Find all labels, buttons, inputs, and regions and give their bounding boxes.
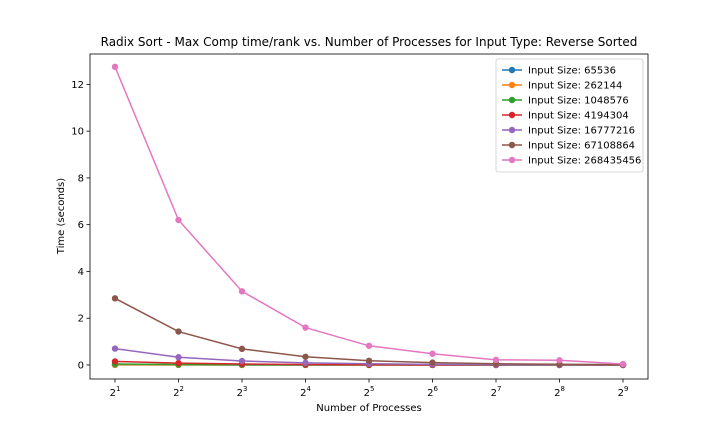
data-point: [619, 360, 627, 368]
data-point: [365, 342, 373, 349]
legend-box: [495, 58, 644, 173]
data-point: [175, 216, 182, 224]
legend-item: Input Size: 67108864: [502, 141, 635, 152]
data-point: [111, 358, 119, 365]
data-point: [175, 359, 182, 367]
x-tick-base: 2: [173, 388, 179, 399]
x-tick-label: 22: [173, 385, 184, 399]
legend-label: Input Size: 65536: [528, 66, 616, 77]
legend-marker: [508, 96, 516, 104]
data-point: [302, 353, 309, 360]
data-point: [238, 357, 246, 365]
x-tick-label: 25: [364, 385, 375, 399]
x-tick-base: 2: [554, 388, 560, 399]
y-tick-label: 10: [71, 127, 84, 138]
x-tick-exponent: 4: [306, 385, 311, 393]
data-point: [175, 328, 182, 335]
x-tick-exponent: 5: [370, 385, 374, 393]
legend-label: Input Size: 268435456: [528, 156, 641, 167]
x-tick-base: 2: [110, 388, 116, 399]
legend: Input Size: 65536 Input Size: 262144 Input…: [495, 58, 644, 173]
legend-label: Input Size: 4194304: [528, 111, 629, 122]
legend-marker: [508, 111, 516, 119]
x-tick-label: 24: [300, 385, 311, 399]
legend-item: Input Size: 262144: [502, 81, 622, 92]
data-point: [365, 357, 373, 364]
x-tick-base: 2: [237, 388, 243, 399]
legend-marker: [508, 156, 516, 164]
y-tick-label: 2: [78, 314, 84, 325]
x-axis-label: Number of Processes: [316, 403, 421, 414]
x-tick-label: 27: [491, 385, 502, 399]
data-point: [111, 63, 119, 71]
x-tick-label: 23: [237, 385, 248, 399]
x-tick-base: 2: [618, 388, 624, 399]
x-tick-base: 2: [491, 388, 497, 399]
x-tick-base: 2: [300, 388, 306, 399]
data-point: [302, 359, 309, 367]
y-tick-label: 4: [78, 267, 84, 278]
x-tick-exponent: 6: [433, 385, 438, 393]
x-tick-base: 2: [427, 388, 433, 399]
data-point: [111, 295, 119, 302]
x-tick-base: 2: [364, 388, 370, 399]
data-point: [302, 324, 309, 331]
data-point: [175, 354, 182, 361]
legend-item: Input Size: 1048576: [502, 96, 629, 107]
legend-marker: [508, 126, 516, 134]
x-tick-exponent: 3: [243, 385, 247, 393]
legend-item: Input Size: 268435456: [502, 156, 641, 167]
x-tick-exponent: 9: [624, 385, 628, 393]
data-point: [238, 345, 246, 353]
data-point: [238, 288, 246, 295]
x-tick-exponent: 8: [560, 385, 564, 393]
legend-marker: [508, 66, 516, 74]
legend-label: Input Size: 1048576: [528, 96, 629, 107]
legend-item: Input Size: 65536: [502, 66, 616, 77]
legend-label: Input Size: 16777216: [528, 126, 635, 137]
y-tick-label: 12: [71, 80, 84, 91]
legend-item: Input Size: 4194304: [502, 111, 629, 122]
y-tick-label: 8: [78, 173, 84, 184]
legend-label: Input Size: 262144: [528, 81, 622, 92]
data-point: [556, 357, 563, 364]
x-tick-exponent: 1: [116, 385, 120, 393]
x-tick-label: 26: [427, 385, 438, 399]
x-tick-label: 29: [618, 385, 629, 399]
data-point: [492, 356, 500, 364]
y-tick-label: 6: [78, 220, 84, 231]
data-point: [429, 350, 436, 357]
x-tick-label: 21: [110, 385, 121, 399]
chart-title: Radix Sort - Max Comp time/rank vs. Numb…: [101, 35, 638, 49]
legend-item: Input Size: 16777216: [502, 126, 635, 137]
legend-marker: [508, 81, 516, 89]
legend-marker: [508, 141, 516, 149]
y-tick-label: 0: [78, 360, 84, 371]
x-tick-label: 28: [554, 385, 565, 399]
legend-label: Input Size: 67108864: [528, 141, 635, 152]
x-tick-exponent: 2: [179, 385, 183, 393]
y-axis-label: Time (seconds): [56, 178, 67, 255]
data-point: [429, 359, 436, 366]
data-point: [111, 345, 119, 352]
x-tick-exponent: 7: [497, 385, 501, 393]
series-7: [111, 63, 627, 368]
